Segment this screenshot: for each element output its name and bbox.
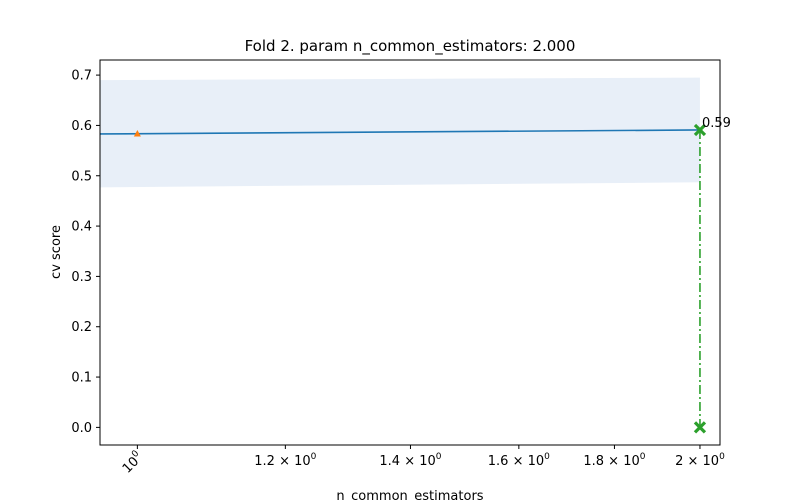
axes: 0.0 0.1 0.2 0.3 0.4 0.5 0.6 0.7 100 1.2 × 100 1.4 … — [71, 59, 725, 477]
y-tick-label: 0.5 — [71, 169, 92, 184]
x-tick-label: 1.8 × 100 — [583, 452, 645, 469]
x-axis-label: n_common_estimators — [336, 489, 483, 500]
y-axis-label: cv score — [49, 225, 64, 279]
x-tick-label: 1.4 × 100 — [379, 452, 441, 469]
x-tick-label: 2 × 100 — [675, 452, 725, 469]
plot-area: 0.59 — [99, 77, 731, 434]
cross-stroke — [693, 123, 707, 137]
mean-score-line — [99, 129, 700, 135]
cross-stroke — [693, 421, 707, 434]
chart-title: Fold 2. param n_common_estimators: 2.000 — [245, 37, 576, 56]
best-score-marker — [693, 123, 707, 137]
y-tick-label: 0.6 — [71, 119, 92, 134]
x-tick-label: 1.6 × 100 — [488, 452, 550, 469]
best-baseline-marker — [693, 421, 707, 434]
x-tick-label: 1.2 × 100 — [254, 452, 316, 469]
best-score-label: 0.59 — [702, 116, 731, 131]
y-tick-label: 0.3 — [71, 270, 92, 285]
y-tick-label: 0.1 — [71, 371, 92, 386]
x-tick-label: 100 — [118, 449, 146, 477]
y-tick-label: 0.7 — [71, 69, 92, 84]
y-tick-label: 0.2 — [71, 320, 92, 335]
y-tick-label: 0.0 — [71, 421, 92, 436]
y-tick-label: 0.4 — [71, 220, 92, 235]
current-point-marker — [133, 129, 141, 137]
